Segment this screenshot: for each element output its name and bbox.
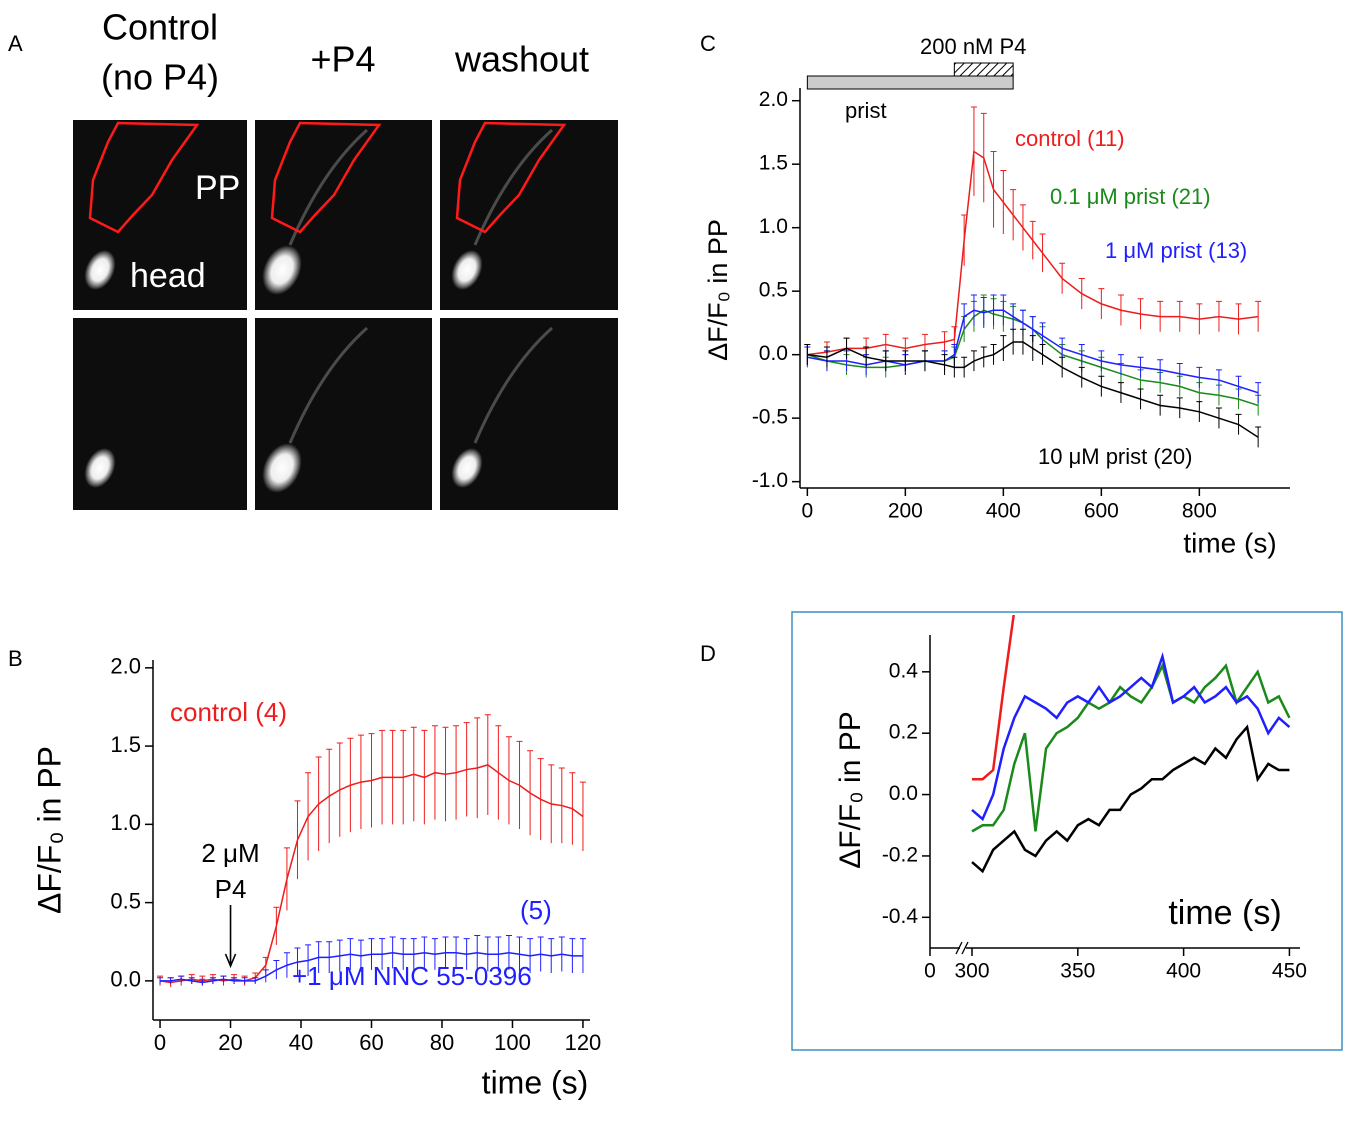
y-tick-label: 2.0 bbox=[110, 654, 141, 679]
roi-outline bbox=[88, 121, 200, 234]
x-axis-title: time (s) bbox=[482, 1064, 589, 1100]
data-line bbox=[807, 150, 1259, 356]
sperm-head bbox=[84, 448, 116, 488]
image-label: head bbox=[130, 257, 206, 295]
annotation: +1 μM NNC 55-0396 bbox=[292, 961, 532, 991]
y-axis-title: ΔF/F₀ in PP bbox=[703, 219, 733, 361]
column-title: washout bbox=[454, 39, 589, 80]
data-line bbox=[160, 951, 583, 984]
axis-break bbox=[955, 941, 963, 955]
panel-label: A bbox=[8, 31, 23, 56]
y-tick-label: 0.5 bbox=[110, 888, 141, 913]
y-tick-label: 0.5 bbox=[759, 279, 788, 302]
error-bar bbox=[579, 938, 586, 974]
application-bar bbox=[953, 62, 1014, 77]
series-label: 0.1 μM prist (21) bbox=[1050, 184, 1211, 209]
series-label: (5) bbox=[520, 895, 552, 925]
y-axis-title: ΔF/F₀ in PP bbox=[834, 711, 867, 869]
column-title: Control bbox=[102, 7, 218, 48]
series-label: 10 μM prist (20) bbox=[1038, 444, 1193, 469]
x-tick-label: 400 bbox=[1166, 960, 1201, 983]
column-title: +P4 bbox=[310, 39, 375, 80]
sperm-head bbox=[84, 250, 116, 290]
sperm-head bbox=[262, 245, 302, 295]
y-tick-label: 0.2 bbox=[889, 721, 918, 744]
arrow-label: P4 bbox=[215, 874, 247, 904]
x-tick-label: 100 bbox=[494, 1030, 531, 1055]
x-tick-label: 40 bbox=[289, 1030, 313, 1055]
arrow-label: 2 μM bbox=[201, 838, 259, 868]
error-bar bbox=[804, 344, 811, 365]
application-label: 200 nM P4 bbox=[920, 34, 1026, 59]
panel-label: B bbox=[8, 646, 23, 671]
error-bar bbox=[157, 977, 164, 984]
inset-frame bbox=[791, 611, 1343, 1051]
y-tick-label: -1.0 bbox=[752, 469, 788, 492]
x-axis-title: time (s) bbox=[1183, 527, 1276, 558]
x-tick-label: 0 bbox=[154, 1030, 166, 1055]
x-tick-label: 600 bbox=[1084, 500, 1119, 523]
y-tick-label: 1.5 bbox=[110, 732, 141, 757]
error-bar bbox=[579, 781, 586, 851]
y-tick-label: 1.0 bbox=[759, 215, 788, 238]
x-tick-label: 0 bbox=[802, 500, 814, 523]
x-tick-label: 60 bbox=[359, 1030, 383, 1055]
application-label: prist bbox=[845, 98, 887, 123]
data-line bbox=[971, 651, 1291, 822]
data-line bbox=[807, 309, 1259, 394]
image-panel: A Control (no P4) +P4 washout PP head bbox=[8, 7, 618, 510]
x-tick-label: 20 bbox=[218, 1030, 242, 1055]
error-bar bbox=[1255, 382, 1262, 403]
y-tick-label: 0.0 bbox=[110, 967, 141, 992]
x-axis-title: time (s) bbox=[1168, 894, 1281, 932]
sperm-head bbox=[451, 250, 483, 290]
x-tick-label: 300 bbox=[954, 960, 989, 983]
y-tick-label: -0.2 bbox=[882, 843, 918, 866]
y-tick-label: 0.0 bbox=[889, 782, 918, 805]
image-label: PP bbox=[195, 169, 240, 207]
data-line bbox=[972, 615, 1015, 781]
y-tick-label: -0.4 bbox=[882, 905, 919, 928]
data-line bbox=[971, 724, 1290, 874]
tail bbox=[288, 128, 368, 246]
tail bbox=[473, 128, 553, 246]
series-label: control (4) bbox=[170, 697, 287, 727]
y-tick-label: 2.0 bbox=[759, 88, 788, 111]
panel-label: D bbox=[700, 641, 716, 666]
column-title: (no P4) bbox=[101, 57, 219, 98]
sperm-head bbox=[262, 443, 302, 493]
series-label: control (11) bbox=[1015, 126, 1125, 151]
y-axis-title: ΔF/F₀ in PP bbox=[31, 746, 67, 914]
panel-label: C bbox=[700, 31, 716, 56]
tail bbox=[288, 326, 368, 444]
roi-outline bbox=[455, 121, 567, 234]
x-tick-label: 200 bbox=[888, 500, 923, 523]
y-tick-label: 1.5 bbox=[759, 152, 788, 175]
y-tick-label: -0.5 bbox=[752, 406, 788, 429]
application-bar bbox=[806, 75, 1014, 90]
x-tick-label: 0 bbox=[924, 960, 936, 983]
x-tick-label: 450 bbox=[1272, 960, 1307, 983]
sperm-head bbox=[451, 448, 483, 488]
tail bbox=[473, 326, 553, 444]
data-line bbox=[807, 341, 1259, 438]
y-tick-label: 0.0 bbox=[759, 342, 788, 365]
x-tick-label: 80 bbox=[430, 1030, 454, 1055]
x-tick-label: 800 bbox=[1182, 500, 1217, 523]
series-label: 1 μM prist (13) bbox=[1105, 238, 1247, 263]
x-tick-label: 120 bbox=[565, 1030, 602, 1055]
x-tick-label: 350 bbox=[1060, 960, 1095, 983]
arrow bbox=[224, 905, 237, 969]
roi-outline bbox=[270, 121, 382, 234]
axis-break-gap bbox=[960, 942, 966, 954]
axis-break bbox=[961, 941, 969, 955]
y-tick-label: 1.0 bbox=[110, 810, 141, 835]
y-tick-label: 0.4 bbox=[889, 659, 919, 682]
x-tick-label: 400 bbox=[986, 500, 1021, 523]
data-line bbox=[971, 662, 1291, 833]
